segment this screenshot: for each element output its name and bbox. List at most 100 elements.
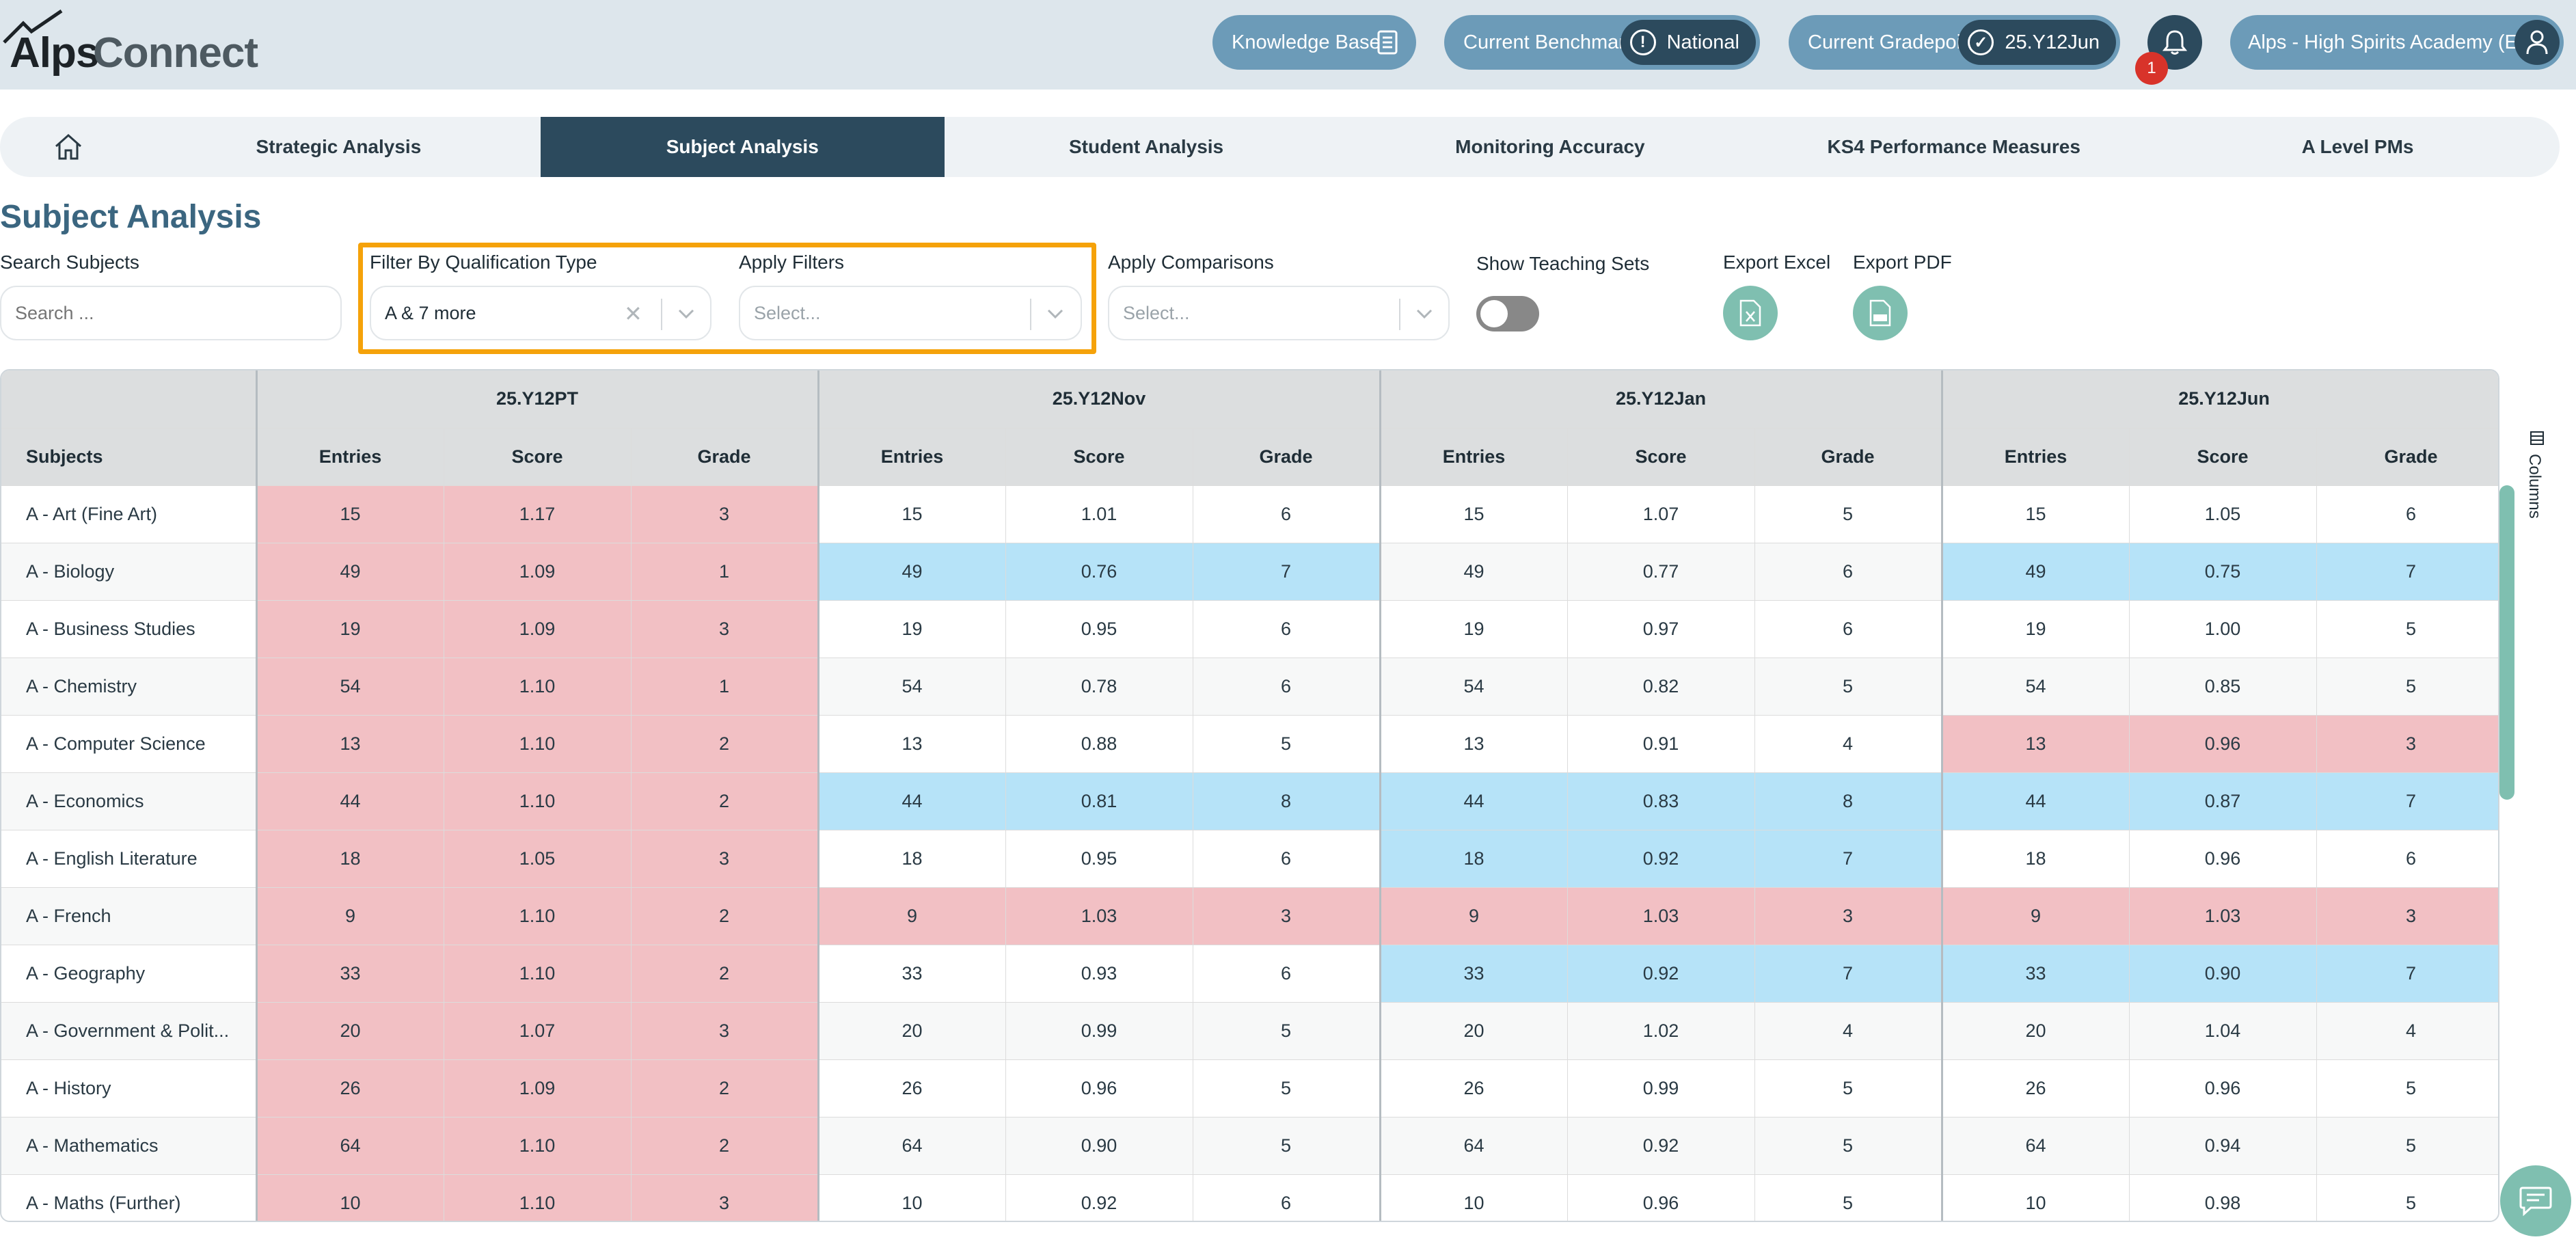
- entries-cell: 20: [1942, 1002, 2130, 1060]
- grade-cell: 4: [2316, 1002, 2498, 1060]
- export-pdf-button[interactable]: [1853, 286, 1908, 340]
- table-row[interactable]: A - Mathematics 64 1.10 2 64 0.90 5 64 0.92 5 64 0.…: [1, 1117, 2498, 1175]
- columns-label[interactable]: Columns: [2525, 454, 2544, 519]
- subject-cell[interactable]: A - Mathematics: [1, 1117, 258, 1175]
- table-body: A - Art (Fine Art) 15 1.17 3 15 1.01 6 15 1.07 5 1…: [1, 485, 2498, 1221]
- table-row[interactable]: A - Government & Polit... 20 1.07 3 20 0.99 5 2…: [1, 1002, 2498, 1060]
- search-subjects-input[interactable]: [0, 286, 342, 340]
- group-header[interactable]: 25.Y12Jun: [1942, 370, 2498, 429]
- grade-header[interactable]: Grade: [631, 428, 819, 486]
- tab-a-level-pms[interactable]: A Level PMs: [2301, 136, 2414, 157]
- table-row[interactable]: A - History 26 1.09 2 26 0.96 5 26 0.99 5 26 0.96 5: [1, 1059, 2498, 1118]
- entries-cell: 49: [818, 543, 1006, 601]
- grade-header[interactable]: Grade: [1193, 428, 1381, 486]
- entries-cell: 26: [1942, 1059, 2130, 1118]
- group-header[interactable]: 25.Y12PT: [256, 370, 819, 429]
- tab-home[interactable]: [0, 117, 137, 177]
- current-gradepoint-button[interactable]: Current Gradepoint ✓ 25.Y12Jun: [1789, 15, 2120, 70]
- tab-strategic-analysis[interactable]: Strategic Analysis: [256, 136, 422, 157]
- entries-cell: 44: [1942, 772, 2130, 830]
- check-circle-icon: ✓: [1968, 29, 1994, 55]
- subject-cell[interactable]: A - French: [1, 887, 258, 945]
- subject-cell[interactable]: A - Business Studies: [1, 600, 258, 658]
- tab-subject-analysis[interactable]: Subject Analysis: [540, 117, 945, 177]
- subject-cell[interactable]: A - Geography: [1, 945, 258, 1003]
- table-row[interactable]: A - Economics 44 1.10 2 44 0.81 8 44 0.83 8 44 0.87…: [1, 772, 2498, 830]
- score-cell: 1.05: [444, 830, 632, 888]
- chat-button[interactable]: [2500, 1165, 2571, 1236]
- columns-icon[interactable]: [2530, 431, 2545, 446]
- subject-cell[interactable]: A - Maths (Further): [1, 1174, 258, 1221]
- alps-connect-logo[interactable]: Alps Connect: [3, 8, 262, 77]
- qualification-filter-select[interactable]: A & 7 more ✕: [370, 286, 711, 340]
- grade-cell: 6: [2316, 830, 2498, 888]
- group-header[interactable]: 25.Y12Nov: [818, 370, 1381, 429]
- tab-ks4-performance-measures[interactable]: KS4 Performance Measures: [1827, 136, 2080, 157]
- current-benchmark-button[interactable]: Current Benchmark ! National: [1444, 15, 1760, 70]
- table-row[interactable]: A - Chemistry 54 1.10 1 54 0.78 6 54 0.82 5 54 0.85…: [1, 658, 2498, 716]
- score-cell: 0.85: [2129, 658, 2317, 716]
- grade-cell: 1: [631, 658, 819, 716]
- table-row[interactable]: A - Business Studies 19 1.09 3 19 0.95 6 19 0.97…: [1, 600, 2498, 658]
- chevron-down-icon[interactable]: [1045, 303, 1066, 324]
- knowledge-base-button[interactable]: Knowledge Base: [1212, 15, 1416, 70]
- subject-cell[interactable]: A - Art (Fine Art): [1, 485, 258, 543]
- table-row[interactable]: A - French 9 1.10 2 9 1.03 3 9 1.03 3 9 1.03 3: [1, 887, 2498, 945]
- table-row[interactable]: A - Biology 49 1.09 1 49 0.76 7 49 0.77 6 49 0.75 7: [1, 543, 2498, 601]
- score-header[interactable]: Score: [1005, 428, 1193, 486]
- subjects-header[interactable]: Subjects: [1, 428, 258, 486]
- grade-cell: 5: [2316, 1174, 2498, 1221]
- score-cell: 0.77: [1567, 543, 1755, 601]
- subject-cell[interactable]: A - Computer Science: [1, 715, 258, 773]
- table-row[interactable]: A - Geography 33 1.10 2 33 0.93 6 33 0.92 7 33 0.90…: [1, 945, 2498, 1003]
- entries-cell: 26: [1380, 1059, 1568, 1118]
- school-selector-button[interactable]: Alps - High Spirits Academy (E): [2230, 15, 2564, 70]
- grade-cell: 5: [1754, 485, 1943, 543]
- entries-cell: 10: [256, 1174, 444, 1221]
- tab-student-analysis[interactable]: Student Analysis: [1069, 136, 1224, 157]
- score-header[interactable]: Score: [1567, 428, 1755, 486]
- entries-header[interactable]: Entries: [818, 428, 1006, 486]
- table-row[interactable]: A - Computer Science 13 1.10 2 13 0.88 5 13 0.91…: [1, 715, 2498, 773]
- table-row[interactable]: A - Maths (Further) 10 1.10 3 10 0.92 6 10 0.96 5…: [1, 1174, 2498, 1221]
- export-excel-button[interactable]: [1723, 286, 1778, 340]
- entries-cell: 15: [1942, 485, 2130, 543]
- table-row[interactable]: A - Art (Fine Art) 15 1.17 3 15 1.01 6 15 1.07 5 1…: [1, 485, 2498, 543]
- grade-header[interactable]: Grade: [1754, 428, 1943, 486]
- entries-cell: 49: [1942, 543, 2130, 601]
- chevron-down-icon[interactable]: [676, 303, 696, 324]
- table-row[interactable]: A - English Literature 18 1.05 3 18 0.95 6 18 0.…: [1, 830, 2498, 888]
- grade-cell: 3: [2316, 887, 2498, 945]
- group-header[interactable]: 25.Y12Jan: [1380, 370, 1943, 429]
- entries-cell: 26: [818, 1059, 1006, 1118]
- search-subjects-label: Search Subjects: [0, 252, 139, 273]
- entries-cell: 19: [818, 600, 1006, 658]
- subject-cell[interactable]: A - History: [1, 1059, 258, 1118]
- clear-icon[interactable]: ✕: [624, 301, 642, 326]
- entries-cell: 26: [256, 1059, 444, 1118]
- subject-cell[interactable]: A - English Literature: [1, 830, 258, 888]
- score-header[interactable]: Score: [2129, 428, 2317, 486]
- grade-header[interactable]: Grade: [2316, 428, 2498, 486]
- teaching-sets-toggle[interactable]: [1476, 296, 1539, 331]
- score-header[interactable]: Score: [444, 428, 632, 486]
- apply-filters-select[interactable]: Select...: [739, 286, 1082, 340]
- subject-cell[interactable]: A - Chemistry: [1, 658, 258, 716]
- subject-cell[interactable]: A - Government & Polit...: [1, 1002, 258, 1060]
- score-cell: 0.94: [2129, 1117, 2317, 1175]
- entries-cell: 15: [256, 485, 444, 543]
- entries-cell: 9: [818, 887, 1006, 945]
- entries-header[interactable]: Entries: [1380, 428, 1568, 486]
- grid-scrollbar[interactable]: [2499, 485, 2514, 800]
- apply-comparisons-placeholder: Select...: [1123, 302, 1190, 323]
- tab-monitoring-accuracy[interactable]: Monitoring Accuracy: [1455, 136, 1645, 157]
- score-cell: 1.07: [1567, 485, 1755, 543]
- apply-comparisons-select[interactable]: Select...: [1108, 286, 1450, 340]
- grade-cell: 5: [1754, 1117, 1943, 1175]
- entries-header[interactable]: Entries: [1942, 428, 2130, 486]
- chevron-down-icon[interactable]: [1414, 303, 1435, 324]
- subject-cell[interactable]: A - Biology: [1, 543, 258, 601]
- subject-cell[interactable]: A - Economics: [1, 772, 258, 830]
- info-alert-icon: !: [1629, 29, 1656, 55]
- entries-header[interactable]: Entries: [256, 428, 444, 486]
